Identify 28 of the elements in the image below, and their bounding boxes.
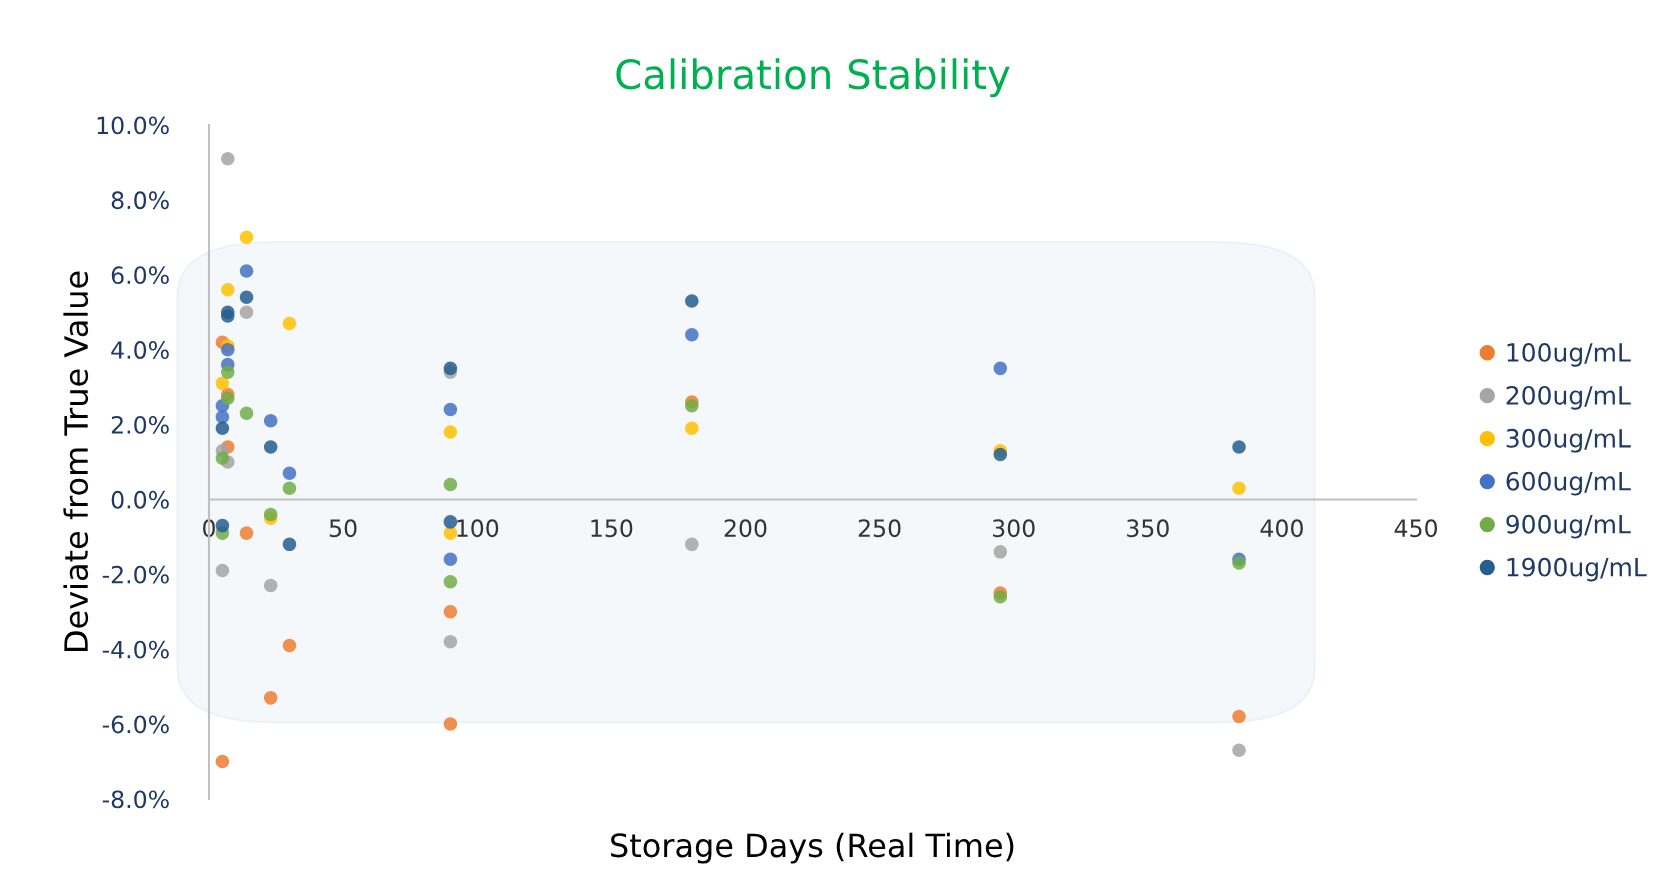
- y-tick-label: -6.0%: [102, 715, 169, 734]
- y-tick-label: 6.0%: [111, 266, 169, 285]
- x-tick-label: 150: [591, 519, 633, 538]
- x-axis-title: Storage Days (Real Time): [611, 832, 1014, 864]
- y-tick-label: 10.0%: [97, 116, 169, 135]
- y-tick-label: -2.0%: [102, 565, 169, 584]
- y-tick-label: -8.0%: [102, 790, 169, 809]
- y-tick-label: 4.0%: [111, 341, 169, 359]
- x-tick-label: 50: [329, 519, 357, 538]
- legend-label: 900ug/mL: [1506, 514, 1631, 539]
- x-tick-label: 250: [858, 519, 901, 538]
- y-tick-label: 8.0%: [111, 191, 169, 210]
- legend-label: 200ug/mL: [1506, 385, 1631, 410]
- x-tick-label: 300: [992, 519, 1035, 538]
- x-tick-label: 400: [1260, 519, 1303, 538]
- y-tick-label: 2.0%: [111, 415, 169, 434]
- x-tick-label: 100: [457, 519, 499, 538]
- legend-label: 600ug/mL: [1506, 471, 1631, 496]
- y-tick-label: -4.0%: [102, 640, 169, 659]
- x-tick-label: 350: [1127, 519, 1169, 538]
- chart-title: Calibration Stability: [616, 58, 1010, 98]
- x-tick-label: 450: [1394, 519, 1438, 538]
- y-tick-label: 0.0%: [111, 490, 169, 509]
- x-tick-label: 200: [724, 519, 767, 538]
- legend-label: 300ug/mL: [1506, 428, 1631, 453]
- y-axis-title: Deviate from True Value: [63, 271, 89, 651]
- legend-label: 1900ug/mL: [1507, 557, 1647, 582]
- legend-label: 100ug/mL: [1507, 342, 1631, 367]
